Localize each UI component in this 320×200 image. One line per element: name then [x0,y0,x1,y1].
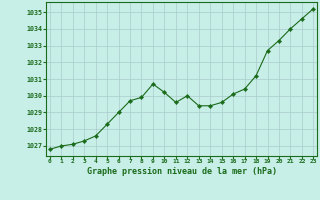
X-axis label: Graphe pression niveau de la mer (hPa): Graphe pression niveau de la mer (hPa) [87,167,276,176]
